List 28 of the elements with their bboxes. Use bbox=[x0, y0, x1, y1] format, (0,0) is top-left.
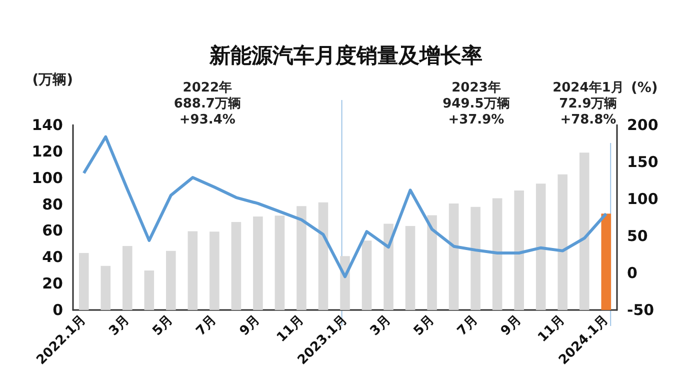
chart-title: 新能源汽车月度销量及增长率 bbox=[208, 44, 482, 68]
x-tick-label: 7月 bbox=[454, 312, 481, 339]
x-tick-label: 5月 bbox=[150, 312, 176, 339]
y2-tick-label: 200 bbox=[627, 116, 658, 134]
y2-tick-label: 100 bbox=[627, 190, 658, 208]
y-tick-label: 20 bbox=[42, 274, 63, 293]
y-tick-label: 0 bbox=[52, 301, 63, 319]
y2-tick-label: -50 bbox=[627, 301, 654, 319]
x-tick-label: 3月 bbox=[368, 312, 394, 339]
y-tick-label: 80 bbox=[42, 195, 63, 214]
annotation: 2023年 949.5万辆 +37.9% bbox=[442, 80, 510, 128]
y-tick-label: 60 bbox=[42, 222, 63, 240]
y2-tick-label: 0 bbox=[627, 264, 638, 282]
y-tick-label: 140 bbox=[32, 116, 63, 134]
y2-tick-label: 50 bbox=[627, 227, 648, 245]
y-axis-title: (万辆) bbox=[32, 72, 73, 88]
annotation: 2022年 688.7万辆 +93.4% bbox=[174, 80, 241, 128]
annotation: 2024年1月 72.9万辆 +78.8% bbox=[552, 80, 624, 128]
y-tick-label: 100 bbox=[32, 168, 63, 187]
x-tick-label: 7月 bbox=[194, 312, 220, 339]
y2-axis-title: (%) bbox=[631, 80, 658, 96]
x-tick-label: 5月 bbox=[411, 312, 438, 339]
x-tick-label: 9月 bbox=[237, 312, 264, 339]
y2-tick-label: 150 bbox=[627, 153, 658, 171]
y-tick-label: 120 bbox=[32, 142, 63, 160]
x-tick-label: 9月 bbox=[498, 312, 524, 339]
x-tick-label: 3月 bbox=[106, 312, 133, 339]
y-tick-label: 40 bbox=[42, 248, 63, 266]
